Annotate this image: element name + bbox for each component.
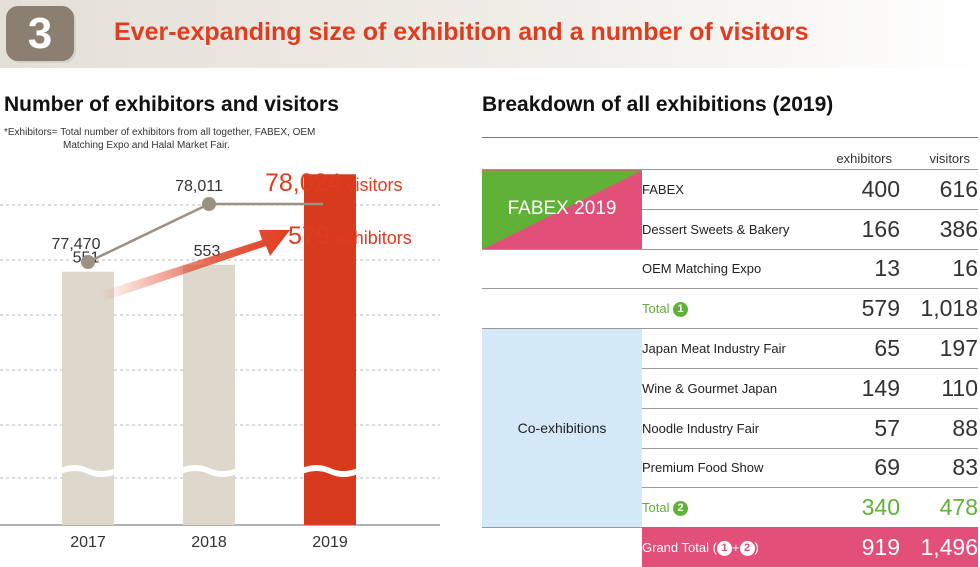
table-row: Wine & Gourmet Japan 149 110 <box>482 367 978 409</box>
co-exhibitions-group-cell: Co-exhibitions <box>482 328 642 528</box>
table-row: Co-exhibitions Japan Meat Industry Fair … <box>482 328 978 528</box>
grand-total-exhibitors: 919 <box>824 527 900 567</box>
note-line-2: Matching Expo and Halal Market Fair. <box>63 140 230 151</box>
total-row-2: Total 2 340 478 <box>482 487 978 528</box>
chart-title: Number of exhibitors and visitors <box>4 93 339 116</box>
row-exhibitors: 13 <box>824 248 900 289</box>
table-row: Noodle Industry Fair 57 88 <box>482 407 978 449</box>
note-line-1: *Exhibitors= Total number of exhibitors … <box>4 127 316 138</box>
grand-total-label: Grand Total <box>642 539 709 555</box>
circled-number-icon: 2 <box>739 540 755 556</box>
paren-close: ) <box>754 539 759 555</box>
circled-number-icon: 1 <box>673 301 689 317</box>
total-label: Total <box>642 300 670 316</box>
circled-number-icon: 2 <box>673 500 689 516</box>
growth-arrow <box>100 230 290 301</box>
grand-total-visitors: 1,496 <box>900 527 978 567</box>
breakdown-title: Breakdown of all exhibitions (2019) <box>482 93 834 116</box>
row-visitors: 386 <box>900 208 978 250</box>
row-exhibitors: 69 <box>824 447 900 488</box>
row-exhibitors: 65 <box>824 328 900 369</box>
total-exhibitors: 340 <box>824 487 900 528</box>
x-tick-2019: 2019 <box>312 534 348 551</box>
paren-open: ( <box>712 539 717 555</box>
total-label: Total <box>642 499 670 515</box>
row-name: FABEX <box>642 169 824 210</box>
label-exhibitors-2019: 579 exhibitors <box>288 222 412 250</box>
total-exhibitors: 579 <box>824 288 900 329</box>
section-banner: 3 Ever-expanding size of exhibition and … <box>0 0 980 68</box>
row-visitors: 83 <box>900 447 978 488</box>
row-exhibitors: 400 <box>824 169 900 210</box>
point-visitors-2019 <box>323 197 337 211</box>
row-name: Wine & Gourmet Japan <box>642 367 824 409</box>
total-visitors: 1,018 <box>900 288 978 329</box>
total-visitors: 478 <box>900 487 978 528</box>
row-name: Dessert Sweets & Bakery <box>642 208 824 250</box>
row-visitors: 16 <box>900 248 978 289</box>
row-visitors: 616 <box>900 169 978 210</box>
row-name: Noodle Industry Fair <box>642 407 824 449</box>
row-exhibitors: 149 <box>824 367 900 409</box>
point-visitors-2017 <box>81 255 95 269</box>
header-exhibitors: exhibitors <box>824 137 900 170</box>
section-title: Ever-expanding size of exhibition and a … <box>114 18 809 46</box>
row-name: OEM Matching Expo <box>642 248 824 289</box>
total-row-1: Total 1 579 1,018 <box>482 288 978 329</box>
header-visitors: visitors <box>900 137 978 170</box>
row-visitors: 88 <box>900 407 978 449</box>
circled-number-icon: 1 <box>716 540 732 556</box>
point-visitors-2018 <box>202 197 216 211</box>
table-row: FABEX 2019 FABEX 400 616 <box>482 169 978 250</box>
table-row: OEM Matching Expo 13 16 <box>482 248 978 289</box>
row-name: Premium Food Show <box>642 447 824 488</box>
table-header-row: exhibitors visitors <box>482 137 978 170</box>
table-row: Dessert Sweets & Bakery 166 386 <box>482 208 978 250</box>
breakdown-table: exhibitors visitors FABEX 2019 FABEX 400… <box>482 137 978 567</box>
row-visitors: 110 <box>900 367 978 409</box>
exhibitors-note: *Exhibitors= Total number of exhibitors … <box>4 126 364 152</box>
axis-break-2018 <box>181 465 237 477</box>
axis-break-2017 <box>60 465 116 477</box>
bar-exhibitors-2018 <box>183 264 235 525</box>
label-visitors-2019: 78,024 visitors <box>265 169 402 197</box>
fabex-group-cell: FABEX 2019 <box>482 169 642 250</box>
plus-sign: + <box>731 539 740 555</box>
grand-total-row: Grand Total (1 +2) 919 1,496 <box>482 527 978 567</box>
label-visitors-2018: 78,011 <box>175 178 223 195</box>
axis-break-2019 <box>302 465 358 477</box>
label-visitors-2017: 77,470 <box>52 236 101 253</box>
row-visitors: 197 <box>900 328 978 369</box>
table-row: Premium Food Show 69 83 <box>482 447 978 488</box>
x-tick-2017: 2017 <box>70 534 106 551</box>
row-exhibitors: 57 <box>824 407 900 449</box>
bar-exhibitors-2017 <box>62 271 114 525</box>
row-exhibitors: 166 <box>824 208 900 250</box>
section-number-badge: 3 <box>6 6 74 61</box>
x-tick-2018: 2018 <box>191 534 227 551</box>
row-name: Japan Meat Industry Fair <box>642 328 824 369</box>
